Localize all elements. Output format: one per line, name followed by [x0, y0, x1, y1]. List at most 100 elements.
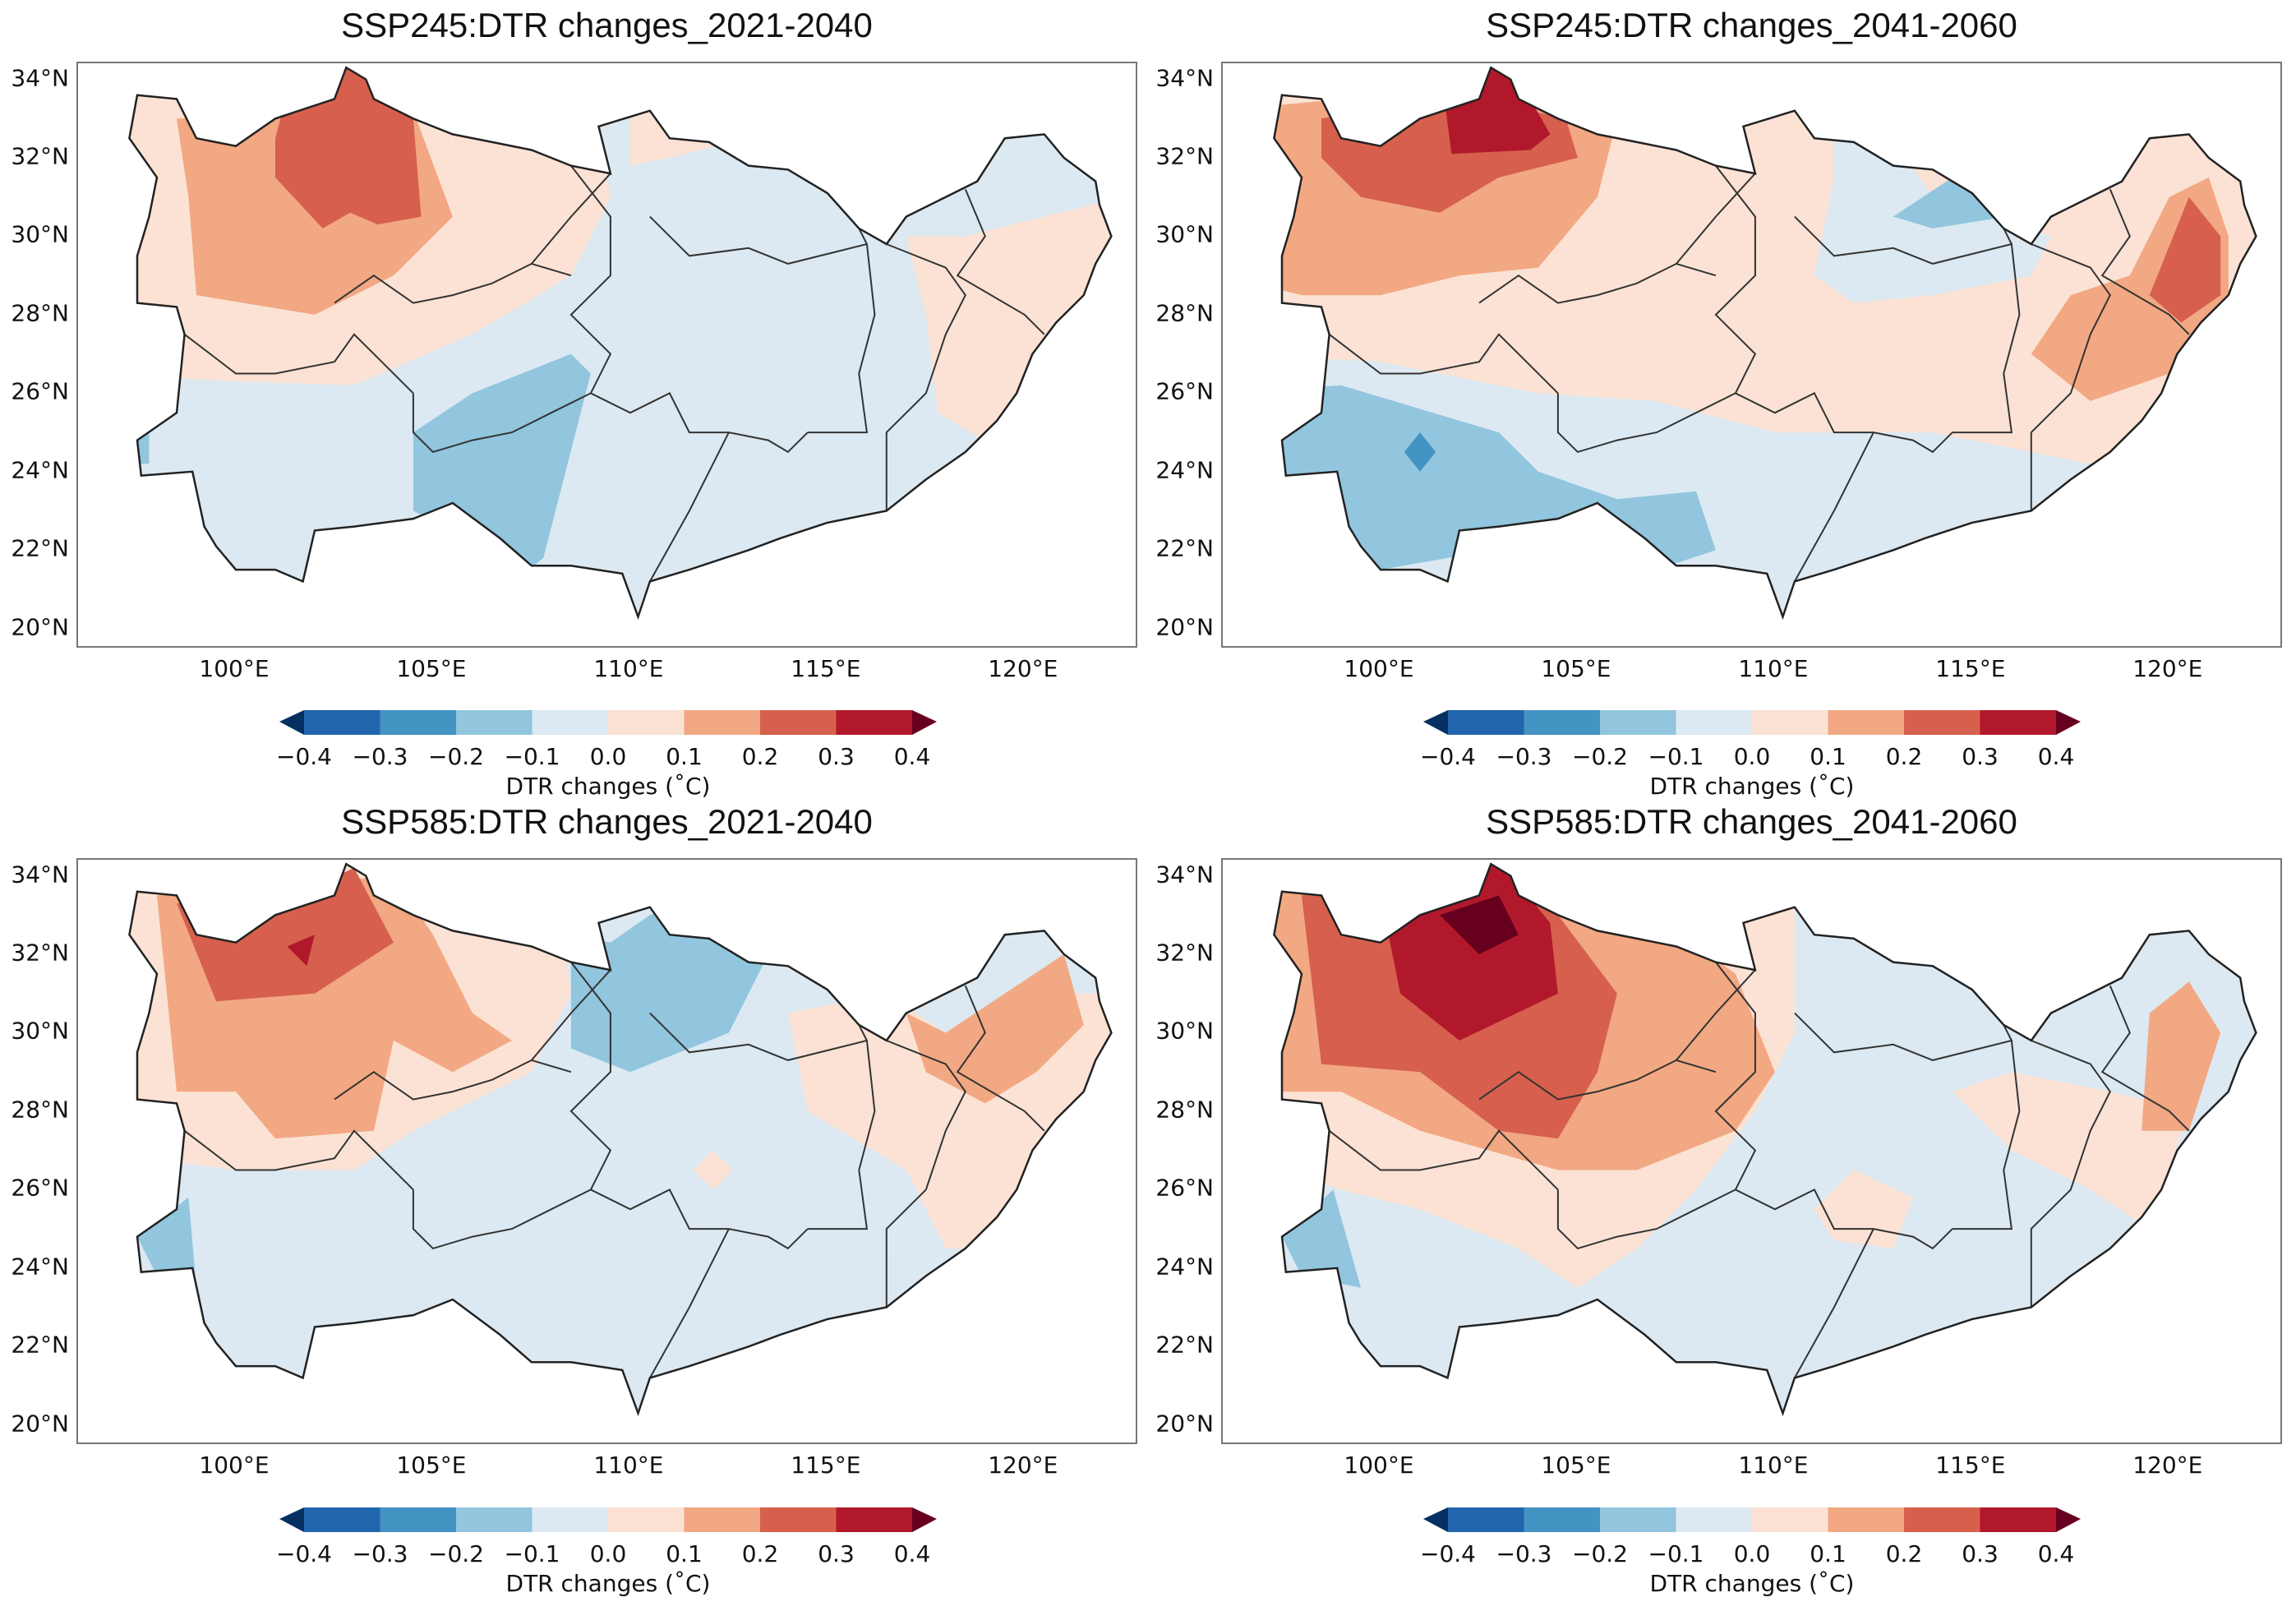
colorbar-tick-label: 0.2 [741, 1540, 779, 1567]
colorbar-bin [532, 1507, 609, 1532]
lon-tick-label: 110°E [593, 1452, 664, 1479]
contour-region [137, 1197, 196, 1288]
province-border [1676, 969, 1756, 1061]
map-panel-ssp245-2041-2060: SSP245:DTR changes_2041-2060 34°N 32°N 30°N… [1155, 6, 2282, 682]
colorbar-label: DTR changes (˚C) [1649, 773, 1855, 800]
lon-tick-label: 100°E [199, 1452, 270, 1479]
colorbar-bin [684, 710, 761, 735]
lat-tick-label: 32°N [11, 939, 69, 967]
lat-tick-label: 26°N [1155, 377, 1214, 405]
region-outline [128, 66, 1113, 621]
province-border [649, 432, 730, 582]
colorbar-tick-label: 0.4 [2037, 1540, 2075, 1567]
province-border [183, 333, 414, 395]
colorbar-bin [380, 1507, 457, 1532]
region-outline [1273, 862, 2257, 1417]
colorbar-extend-low [1423, 1507, 1448, 1532]
colorbar-swatches [279, 710, 937, 735]
colorbar-tick-label: 0.0 [589, 743, 627, 770]
province-border [885, 243, 966, 511]
colorbar-bin [1980, 710, 2057, 735]
province-border [956, 188, 1045, 335]
contour-region [1952, 1072, 2189, 1230]
colorbar-tick-label: −0.4 [1420, 1540, 1476, 1567]
colorbar-tick-label: −0.1 [504, 743, 560, 770]
colorbar-bin [1752, 710, 1828, 735]
lat-tick-label: 34°N [1155, 861, 1214, 889]
colorbar-bin [608, 710, 685, 735]
map-axes [76, 858, 1137, 1444]
colorbar-extend-high [912, 710, 937, 735]
colorbar-tick-label: −0.3 [1496, 1540, 1552, 1567]
contour-region [2149, 196, 2221, 323]
lat-tick-label: 30°N [11, 1017, 69, 1045]
map-axes [76, 62, 1137, 648]
province-border [2100, 985, 2190, 1132]
colorbar-bin [1600, 1507, 1676, 1532]
lat-tick-label: 24°N [11, 456, 69, 484]
lon-tick-label: 115°E [1935, 1452, 2006, 1479]
map-panel-ssp585-2021-2040: SSP585:DTR changes_2021-2040 34°N 32°N 30°N… [11, 802, 1137, 1479]
colorbar-tick-label: 0.4 [893, 743, 931, 770]
lon-tick-label: 115°E [791, 655, 861, 682]
province-border [1328, 333, 1559, 395]
colorbar-bin [304, 710, 380, 735]
map-panel-ssp245-2021-2040: SSP245:DTR changes_2021-2040 34°N 32°N 30°N… [11, 6, 1137, 682]
province-border [649, 1012, 869, 1061]
map-axes [1221, 62, 2282, 648]
colorbar-tick-label: 0.1 [1810, 743, 1846, 770]
colorbar-tick-label: 0.2 [1885, 1540, 1923, 1567]
colorbar-bin [1524, 1507, 1601, 1532]
province-border [334, 1059, 572, 1101]
province-border [569, 164, 809, 454]
colorbar-tick-label: −0.1 [1648, 743, 1704, 770]
colorbar-extend-low [279, 710, 304, 735]
lon-tick-label: 115°E [1935, 655, 2006, 682]
colorbar-tick-label: 0.2 [1885, 743, 1923, 770]
lon-tick-label: 100°E [1344, 655, 1414, 682]
colorbar-tick-label: 0.1 [1810, 1540, 1846, 1567]
province-border [2030, 1040, 2111, 1308]
lat-tick-label: 22°N [11, 534, 69, 562]
lon-tick-label: 110°E [1738, 655, 1809, 682]
colorbar-bin [608, 1507, 685, 1532]
colorbar-label: DTR changes (˚C) [505, 1570, 711, 1597]
colorbar: −0.4 −0.3 −0.2 −0.1 0.0 0.1 0.2 0.3 0.4 DTR chang… [276, 1504, 937, 1611]
colorbar-tick-label: 0.0 [1733, 743, 1771, 770]
lat-tick-label: 32°N [1155, 939, 1214, 967]
colorbar-extend-high [912, 1507, 937, 1532]
lat-tick-label: 28°N [1155, 299, 1214, 327]
lat-tick-label: 32°N [11, 142, 69, 170]
colorbar-bin [1752, 1507, 1828, 1532]
region-outline [1273, 66, 2257, 621]
colorbar-bin [1828, 1507, 1905, 1532]
contour-region [287, 935, 315, 967]
lat-tick-label: 22°N [1155, 1331, 1214, 1359]
colorbar-tick-label: −0.2 [428, 1540, 484, 1567]
colorbar-bin [1524, 710, 1601, 735]
colorbar-bin [760, 1507, 837, 1532]
contour-map [128, 862, 1113, 1417]
lon-tick-label: 110°E [593, 655, 664, 682]
colorbar-tick-label: −0.4 [276, 743, 332, 770]
colorbar-bin [456, 710, 533, 735]
lon-tick-label: 120°E [988, 655, 1058, 682]
colorbar-tick-label: −0.4 [276, 1540, 332, 1567]
colorbar-extend-high [2056, 1507, 2081, 1532]
colorbar-bin [760, 710, 837, 735]
province-border [807, 1040, 876, 1230]
lat-tick-label: 26°N [1155, 1174, 1214, 1202]
colorbar-tick-label: −0.2 [1572, 1540, 1628, 1567]
colorbar-tick-label: −0.2 [428, 743, 484, 770]
colorbar-tick-label: 0.3 [818, 1540, 855, 1567]
colorbar-tick-label: 0.2 [741, 743, 779, 770]
colorbar-bin [1448, 710, 1524, 735]
colorbar-bin [1676, 1507, 1753, 1532]
province-border [1952, 243, 2021, 434]
lat-tick-label: 20°N [1155, 1410, 1214, 1438]
lon-tick-label: 120°E [2132, 655, 2203, 682]
lat-tick-label: 24°N [1155, 1253, 1214, 1281]
province-border [1676, 173, 1756, 265]
panel-title: SSP585:DTR changes_2041-2060 [1486, 802, 2017, 841]
lat-tick-label: 32°N [1155, 142, 1214, 170]
